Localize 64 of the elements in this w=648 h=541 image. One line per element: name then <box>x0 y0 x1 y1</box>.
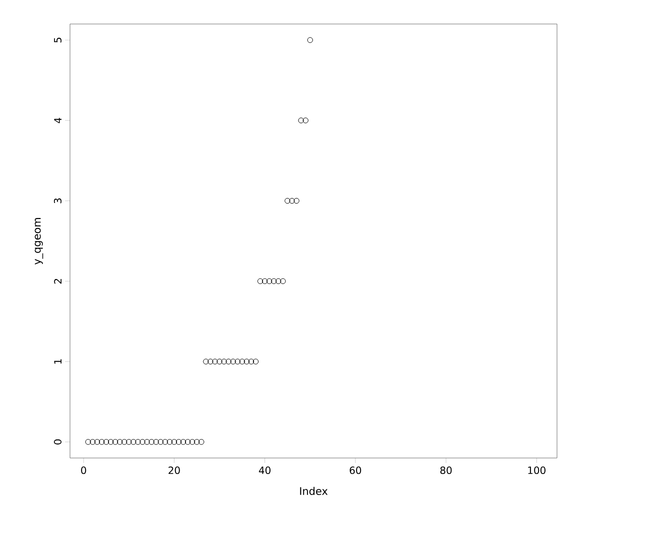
point <box>234 358 240 364</box>
point <box>166 439 173 445</box>
point <box>203 358 209 364</box>
point <box>122 439 128 445</box>
x-tick-label: 20 <box>168 466 180 474</box>
point <box>144 439 150 445</box>
point <box>289 198 295 204</box>
point <box>208 358 214 364</box>
point <box>302 118 308 124</box>
point <box>103 439 110 445</box>
point <box>239 358 245 364</box>
x-tick-label: 80 <box>440 466 452 474</box>
point <box>130 439 136 445</box>
point <box>248 358 254 364</box>
point <box>221 358 227 364</box>
point <box>194 439 200 445</box>
point <box>216 358 222 364</box>
point <box>266 278 272 284</box>
point <box>298 118 304 124</box>
point <box>158 439 164 445</box>
point <box>294 198 300 204</box>
y-tick-label: 1 <box>54 359 62 364</box>
y-tick-label: 3 <box>54 198 62 204</box>
point <box>116 439 123 445</box>
point <box>94 439 100 445</box>
point <box>212 358 218 364</box>
point <box>252 358 259 364</box>
point <box>226 358 232 364</box>
y-tick-label: 5 <box>54 38 62 42</box>
point <box>176 439 182 445</box>
point <box>280 278 286 284</box>
point <box>180 439 186 445</box>
point <box>112 439 118 445</box>
point <box>198 439 204 445</box>
point <box>153 439 159 445</box>
x-tick-label: 100 <box>528 466 546 474</box>
x-axis-title: Index <box>300 486 328 495</box>
point <box>230 358 236 364</box>
point <box>184 439 191 445</box>
y-axis-title: y_qgeom <box>34 218 44 265</box>
point <box>271 278 277 284</box>
y-tick-label: 2 <box>54 279 62 284</box>
point <box>140 439 146 445</box>
point <box>276 278 282 284</box>
y-tick-label: 4 <box>54 118 62 124</box>
point <box>148 439 154 445</box>
x-tick-label: 40 <box>258 466 270 474</box>
point <box>244 358 250 364</box>
point <box>90 439 96 445</box>
point <box>85 439 91 445</box>
point <box>126 439 132 445</box>
point <box>135 439 141 445</box>
x-tick-label: 60 <box>350 466 362 474</box>
point <box>262 278 268 284</box>
point <box>162 439 168 445</box>
point <box>284 198 290 204</box>
point <box>108 439 114 445</box>
point <box>307 37 313 43</box>
point <box>257 278 264 284</box>
point <box>98 439 105 445</box>
x-tick-label: 0 <box>81 466 86 474</box>
point <box>171 439 178 445</box>
y-tick-label: 0 <box>54 439 62 444</box>
point <box>189 439 196 445</box>
